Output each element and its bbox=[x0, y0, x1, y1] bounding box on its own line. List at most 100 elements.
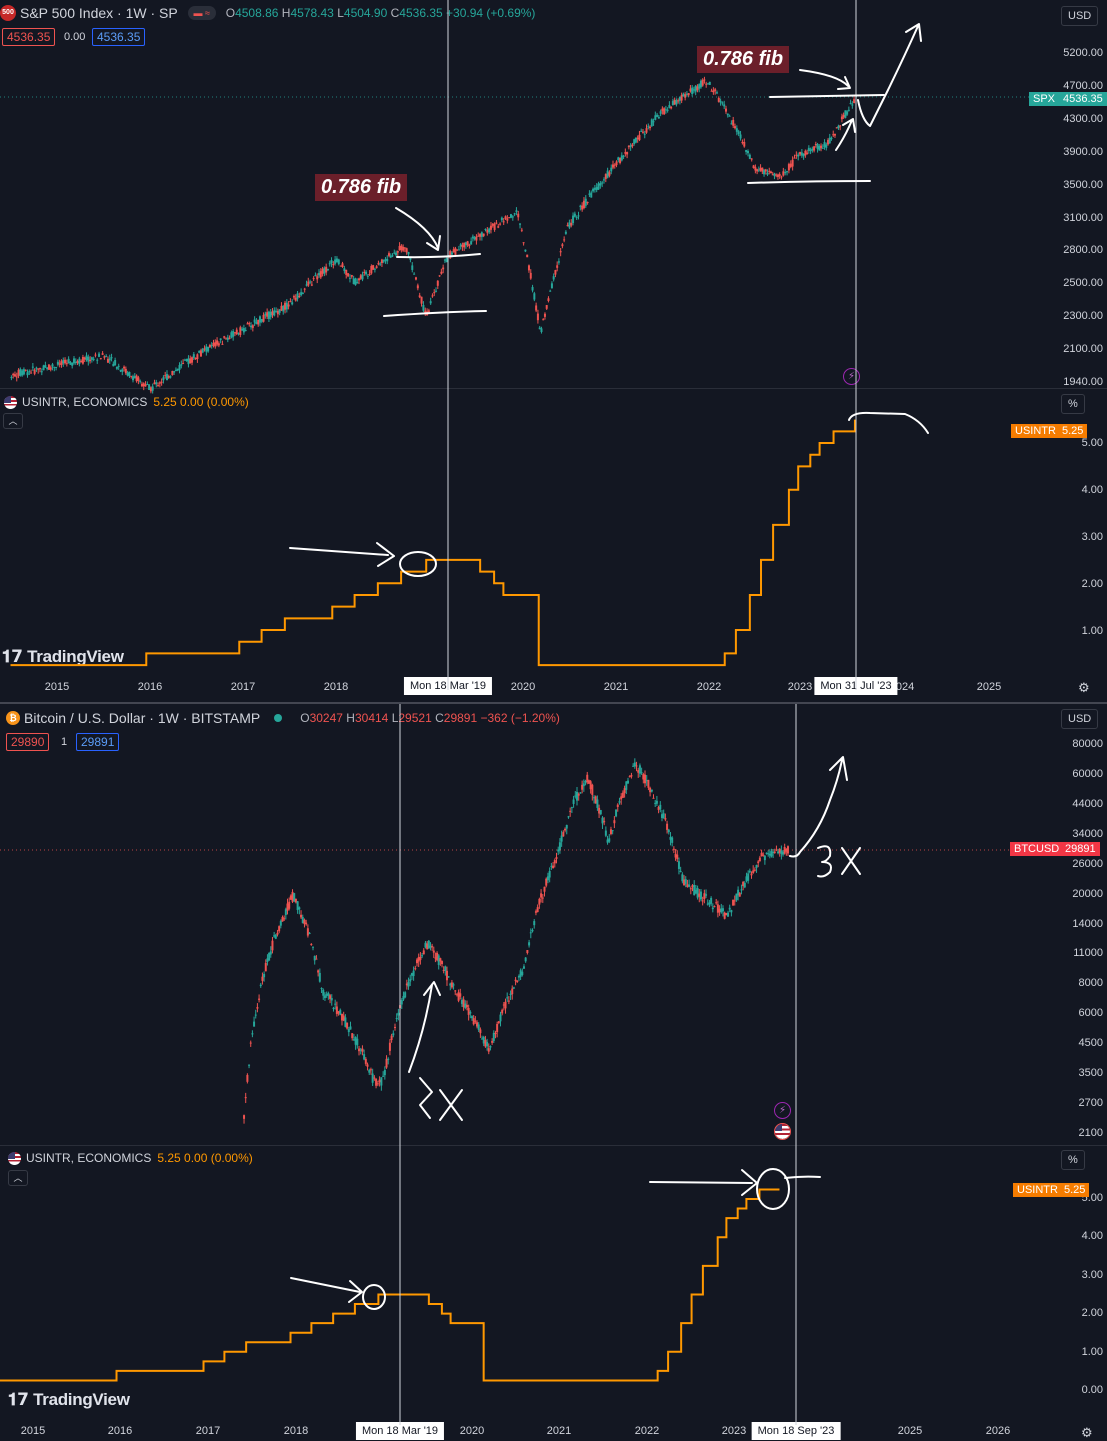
btc-currency-select[interactable]: USD bbox=[1061, 709, 1099, 729]
btc-candle bbox=[642, 774, 645, 780]
btc-candle bbox=[340, 1013, 343, 1021]
btc-symbol-title[interactable]: Bitcoin / U.S. Dollar · 1W · BITSTAMP bbox=[24, 710, 261, 726]
spx-candle bbox=[652, 121, 655, 123]
spx-candle bbox=[634, 137, 637, 143]
usintr-panel-2[interactable]: USINTR, ECONOMICS 5.25 0.00 (0.00%) ︿ % … bbox=[0, 1146, 1107, 1440]
spx-candle bbox=[180, 364, 183, 366]
btc-candle bbox=[531, 929, 534, 932]
spx-candle bbox=[818, 146, 821, 151]
spx-candle bbox=[335, 258, 338, 263]
fib-arrow-2023 bbox=[799, 69, 851, 90]
spx-candle bbox=[480, 232, 483, 237]
btc-candle bbox=[676, 854, 679, 860]
spx-candle bbox=[708, 81, 711, 85]
spx-candle bbox=[581, 205, 584, 210]
spx-candle bbox=[87, 356, 90, 362]
spx-candle bbox=[592, 188, 595, 192]
spx-candle bbox=[435, 290, 438, 292]
btc-ohlc: O30247 H30414 L29521 C29891 −362 (−1.20%… bbox=[300, 711, 560, 725]
spx-candle bbox=[199, 350, 202, 357]
btc-candle bbox=[244, 1097, 247, 1099]
btc-candle bbox=[533, 921, 536, 926]
rate-plateau-tick bbox=[784, 1175, 821, 1179]
settings-gear-icon-2[interactable]: ⚙ bbox=[1081, 1425, 1093, 1440]
spx-candle bbox=[821, 147, 824, 149]
spx-candle bbox=[171, 370, 174, 376]
time-axis-2-label: 2023 bbox=[721, 1425, 747, 1437]
spx-candle bbox=[840, 116, 843, 120]
btc-candle bbox=[457, 992, 460, 1001]
spx-candle bbox=[44, 365, 47, 368]
btc-candle bbox=[757, 861, 760, 864]
spx-currency-select[interactable]: USD bbox=[1061, 6, 1099, 26]
btc-candle bbox=[628, 776, 631, 778]
spx-candle bbox=[275, 310, 278, 312]
spx-candle bbox=[835, 127, 838, 129]
spx-symbol-title[interactable]: S&P 500 Index · 1W · SP bbox=[20, 5, 178, 21]
collapse-pane-button[interactable]: ︿ bbox=[3, 413, 23, 429]
btc-pump-arrow bbox=[408, 981, 441, 1073]
btc-candle bbox=[603, 821, 606, 823]
compare-toggle-icon[interactable]: ▬ ≈ bbox=[187, 6, 216, 20]
pane-divider[interactable] bbox=[0, 388, 1107, 389]
spx-candle bbox=[543, 313, 546, 317]
spx-sell-price[interactable]: 4536.35 bbox=[2, 28, 56, 46]
btc-candle bbox=[777, 851, 780, 854]
spx-candle bbox=[309, 281, 312, 283]
btc-candle bbox=[762, 854, 765, 856]
btc-candle bbox=[710, 897, 713, 904]
btc-candle bbox=[269, 951, 272, 955]
spx-candle bbox=[776, 174, 779, 177]
spx-candle bbox=[130, 375, 133, 377]
usintr-scale-2-label: 3.00 bbox=[1081, 1268, 1103, 1281]
spx-candle bbox=[557, 261, 560, 263]
usintr-unit-2[interactable]: % bbox=[1061, 1150, 1085, 1170]
spx-candle bbox=[761, 167, 764, 172]
spx-candle bbox=[266, 312, 269, 317]
btc-buy-price[interactable]: 29891 bbox=[76, 733, 120, 751]
usintr-unit-1[interactable]: % bbox=[1061, 394, 1085, 414]
spx-candle bbox=[241, 328, 244, 331]
spx-candle bbox=[654, 115, 657, 120]
btc-candle bbox=[284, 909, 287, 915]
usintr-title-2[interactable]: USINTR, ECONOMICS 5.25 0.00 (0.00%) bbox=[8, 1151, 253, 1165]
spx-candle bbox=[146, 383, 149, 385]
lightning-event-icon[interactable]: ⚡ bbox=[843, 368, 860, 385]
spx-candle bbox=[746, 150, 749, 154]
pane-divider-2[interactable] bbox=[0, 1145, 1107, 1146]
btc-candle bbox=[750, 873, 753, 876]
spx-candle bbox=[363, 271, 366, 274]
lightning-event-icon-2[interactable]: ⚡ bbox=[774, 1102, 791, 1119]
time-axis-1-label: 2025 bbox=[976, 681, 1002, 693]
spx-candle bbox=[846, 111, 849, 115]
spx-candle bbox=[522, 242, 525, 244]
spx-candle bbox=[418, 295, 421, 298]
btc-candle bbox=[258, 998, 261, 1000]
crosshair-date-3: Mon 18 Mar '19 bbox=[355, 1422, 445, 1440]
btc-candle bbox=[760, 852, 763, 857]
btc-candle bbox=[701, 900, 704, 902]
spx-buy-price[interactable]: 4536.35 bbox=[92, 28, 146, 46]
spx-candle bbox=[319, 271, 322, 278]
btc-candle bbox=[494, 1032, 497, 1035]
btc-panel[interactable]: ₿ Bitcoin / U.S. Dollar · 1W · BITSTAMP … bbox=[0, 704, 1107, 1144]
spx-candle bbox=[350, 275, 353, 277]
spx-candle bbox=[169, 376, 172, 378]
us-flag-event-icon[interactable] bbox=[774, 1123, 791, 1140]
usintr-title-1[interactable]: USINTR, ECONOMICS 5.25 0.00 (0.00%) bbox=[4, 395, 249, 409]
spx-candle bbox=[119, 370, 122, 372]
spx-candle bbox=[35, 367, 38, 369]
tradingview-logo-1[interactable]: 𝟏𝟳 TradingView bbox=[2, 647, 124, 666]
spx-candle bbox=[515, 210, 518, 212]
settings-gear-icon[interactable]: ⚙ bbox=[1078, 680, 1090, 695]
spx-panel[interactable]: 500 S&P 500 Index · 1W · SP ▬ ≈ O4508.86… bbox=[0, 0, 1107, 388]
btc-sell-price[interactable]: 29890 bbox=[6, 733, 50, 751]
spx-candle bbox=[332, 263, 335, 266]
collapse-pane-button-2[interactable]: ︿ bbox=[8, 1170, 28, 1186]
tradingview-logo-2[interactable]: 𝟏𝟳 TradingView bbox=[8, 1390, 130, 1409]
btc-candle bbox=[517, 976, 520, 978]
btc-candle bbox=[339, 1009, 342, 1015]
fib-annotation-2019: 0.786 fib bbox=[315, 174, 408, 201]
spx-candle bbox=[440, 271, 443, 274]
